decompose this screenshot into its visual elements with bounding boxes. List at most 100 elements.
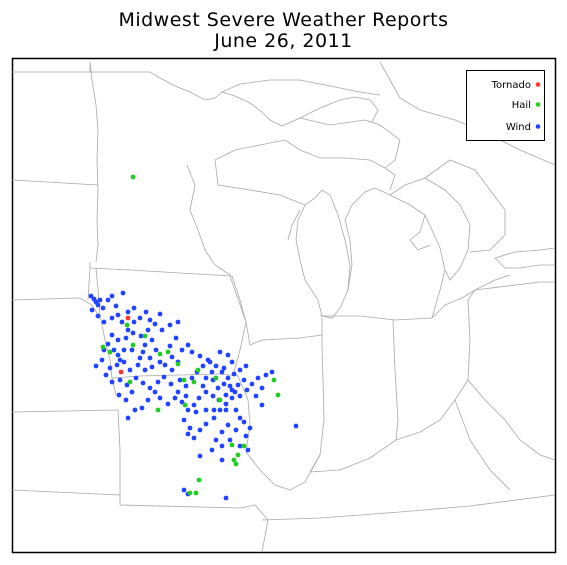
wind-report-marker bbox=[137, 355, 143, 361]
wind-report-marker bbox=[225, 352, 231, 358]
wind-report-marker bbox=[269, 369, 275, 375]
wind-report-marker bbox=[140, 380, 146, 386]
wind-report-marker bbox=[217, 349, 223, 355]
wind-report-marker bbox=[89, 307, 95, 313]
wind-report-marker bbox=[173, 335, 179, 341]
wind-report-marker bbox=[131, 305, 137, 311]
wind-report-marker bbox=[249, 381, 255, 387]
wind-report-marker bbox=[100, 305, 106, 311]
wind-report-marker bbox=[247, 425, 253, 431]
legend-marker-wind bbox=[535, 124, 541, 129]
wind-report-marker bbox=[223, 392, 229, 398]
wind-report-marker bbox=[175, 389, 181, 395]
hail-report-marker bbox=[196, 477, 202, 483]
map-frame bbox=[11, 57, 557, 554]
wind-report-marker bbox=[227, 437, 233, 443]
wind-report-marker bbox=[191, 402, 197, 408]
wind-report-marker bbox=[209, 369, 215, 375]
wind-report-marker bbox=[227, 383, 233, 389]
wind-report-marker bbox=[235, 382, 241, 388]
state-boundaries bbox=[11, 61, 556, 553]
tornado-report-marker bbox=[118, 369, 124, 375]
wind-report-marker bbox=[149, 364, 155, 370]
wind-report-marker bbox=[185, 407, 191, 413]
tornado-report-marker bbox=[125, 315, 131, 321]
hail-report-marker bbox=[107, 349, 113, 355]
wind-report-marker bbox=[105, 341, 111, 347]
wind-report-marker bbox=[140, 349, 146, 355]
wind-report-marker bbox=[113, 303, 119, 309]
wind-report-marker bbox=[124, 382, 130, 388]
hail-report-marker bbox=[231, 457, 237, 463]
legend-marker-hail bbox=[535, 102, 541, 107]
wind-report-marker bbox=[197, 453, 203, 459]
wind-report-marker bbox=[219, 443, 225, 449]
hail-report-marker bbox=[217, 397, 223, 403]
wind-report-marker bbox=[95, 302, 101, 308]
wind-report-marker bbox=[175, 319, 181, 325]
wind-report-marker bbox=[157, 395, 163, 401]
wind-report-marker bbox=[97, 297, 103, 303]
wind-report-marker bbox=[162, 362, 168, 368]
wind-report-marker bbox=[213, 363, 219, 369]
wind-report-marker bbox=[169, 354, 175, 360]
hail-report-marker bbox=[124, 322, 130, 328]
wind-report-marker bbox=[93, 363, 99, 369]
wind-report-marker bbox=[138, 333, 144, 339]
wind-report-marker bbox=[197, 427, 203, 433]
wind-report-marker bbox=[116, 392, 122, 398]
wind-report-marker bbox=[231, 371, 237, 377]
hail-report-marker bbox=[195, 367, 201, 373]
wind-report-marker bbox=[142, 367, 148, 373]
wind-report-marker bbox=[103, 372, 109, 378]
hail-report-marker bbox=[175, 361, 181, 367]
wind-report-marker bbox=[115, 352, 121, 358]
wind-report-marker bbox=[211, 415, 217, 421]
wind-report-marker bbox=[293, 423, 299, 429]
wind-report-marker bbox=[223, 495, 229, 501]
wind-report-marker bbox=[132, 407, 138, 413]
wind-report-marker bbox=[203, 389, 209, 395]
wind-report-marker bbox=[133, 375, 139, 381]
wind-report-marker bbox=[127, 367, 133, 373]
hail-report-marker bbox=[182, 402, 188, 408]
wind-report-marker bbox=[121, 347, 127, 353]
hail-report-marker bbox=[155, 407, 161, 413]
wind-report-marker bbox=[203, 407, 209, 413]
hail-report-marker bbox=[142, 333, 148, 339]
wind-report-marker bbox=[219, 429, 225, 435]
wind-report-marker bbox=[167, 343, 173, 349]
wind-report-marker bbox=[237, 415, 243, 421]
hail-report-marker bbox=[275, 392, 281, 398]
wind-report-marker bbox=[167, 322, 173, 328]
wind-report-marker bbox=[237, 393, 243, 399]
hail-report-marker bbox=[181, 377, 187, 383]
legend-marker-tornado bbox=[535, 82, 541, 87]
wind-report-marker bbox=[117, 357, 123, 363]
wind-report-marker bbox=[219, 457, 225, 463]
wind-report-marker bbox=[237, 443, 243, 449]
wind-report-marker bbox=[125, 415, 131, 421]
hail-report-marker bbox=[130, 174, 136, 180]
wind-report-marker bbox=[147, 317, 153, 323]
wind-report-marker bbox=[121, 359, 127, 365]
wind-report-marker bbox=[169, 367, 175, 373]
wind-report-marker bbox=[109, 379, 115, 385]
wind-report-marker bbox=[241, 419, 247, 425]
wind-report-marker bbox=[223, 407, 229, 413]
wind-report-marker bbox=[130, 330, 136, 336]
wind-report-marker bbox=[143, 309, 149, 315]
hail-report-marker bbox=[100, 344, 106, 350]
wind-report-marker bbox=[244, 387, 250, 393]
legend-label-wind: Wind bbox=[506, 122, 531, 133]
wind-report-marker bbox=[101, 319, 107, 325]
wind-report-marker bbox=[183, 393, 189, 399]
wind-report-marker bbox=[147, 355, 153, 361]
wind-report-marker bbox=[221, 365, 227, 371]
wind-report-marker bbox=[183, 383, 189, 389]
wind-report-marker bbox=[157, 359, 163, 365]
hail-report-marker bbox=[130, 342, 136, 348]
wind-report-marker bbox=[115, 312, 121, 318]
wind-report-marker bbox=[142, 342, 148, 348]
wind-report-marker bbox=[225, 375, 231, 381]
